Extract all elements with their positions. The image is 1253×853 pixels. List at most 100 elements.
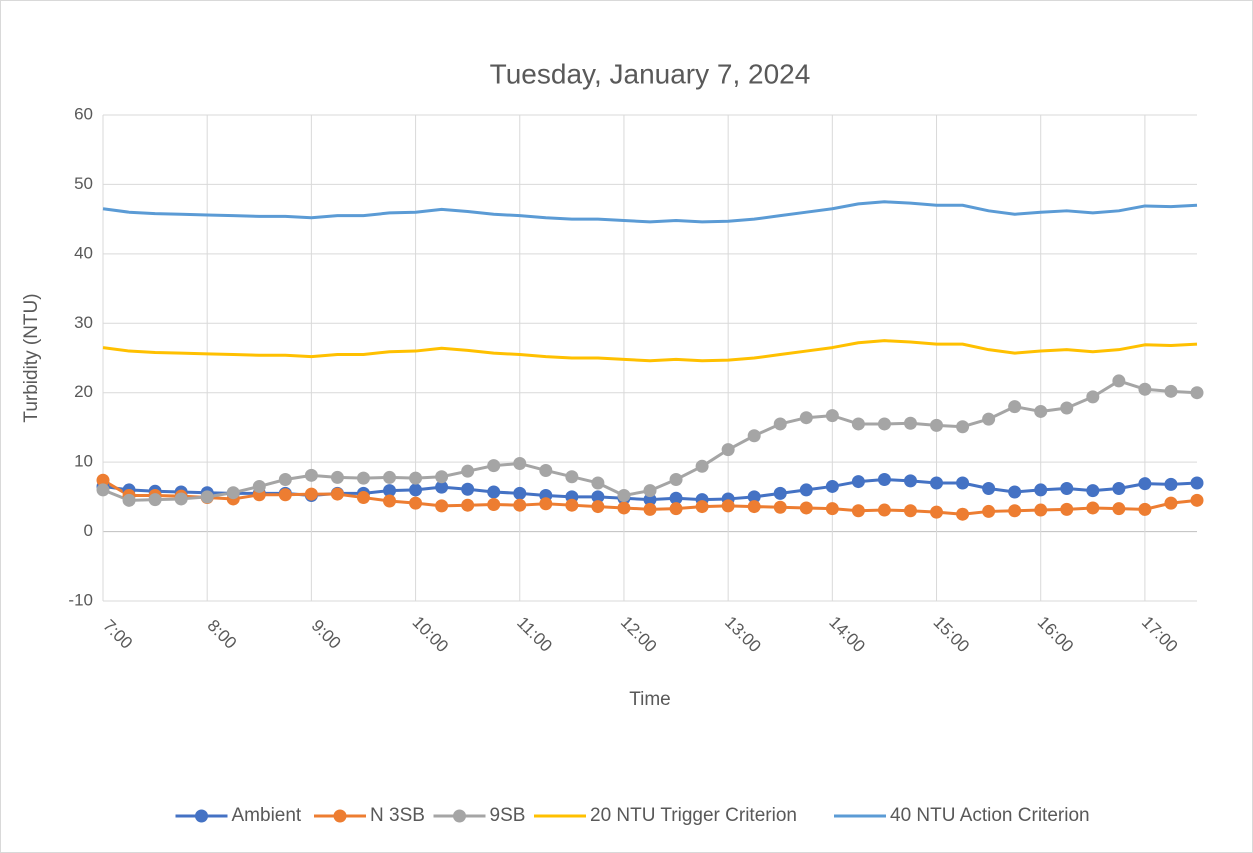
y-tick-label: 50: [74, 174, 93, 193]
data-point: [982, 482, 996, 496]
data-point: [356, 471, 370, 485]
data-point: [539, 497, 553, 511]
legend-label: Ambient: [232, 805, 302, 826]
data-point: [1034, 404, 1048, 418]
data-point: [1112, 502, 1126, 516]
data-point: [825, 479, 839, 493]
legend-marker: [195, 809, 208, 823]
y-tick-label: -10: [68, 590, 93, 609]
data-point: [1060, 401, 1074, 415]
data-point: [513, 486, 527, 500]
data-point: [487, 459, 501, 473]
data-point: [773, 486, 787, 500]
data-point: [851, 504, 865, 518]
data-point: [383, 470, 397, 484]
data-point: [643, 484, 657, 498]
data-point: [695, 459, 709, 473]
data-point: [956, 476, 970, 490]
data-point: [695, 500, 709, 514]
data-point: [825, 502, 839, 516]
series-line: [102, 200, 1198, 224]
data-point: [747, 429, 761, 443]
data-point: [956, 420, 970, 434]
data-point: [1138, 502, 1152, 516]
data-point: [1164, 477, 1178, 491]
data-point: [1190, 386, 1204, 400]
data-point: [747, 500, 761, 514]
data-point: [1138, 477, 1152, 491]
data-point: [304, 487, 318, 501]
data-point: [226, 486, 240, 500]
legend-label: 40 NTU Action Criterion: [890, 805, 1090, 826]
data-point: [982, 504, 996, 518]
data-point: [669, 473, 683, 486]
data-point: [461, 464, 475, 478]
data-point: [903, 416, 917, 430]
data-point: [799, 411, 813, 425]
data-point: [799, 483, 813, 497]
x-axis-label: Time: [629, 689, 671, 710]
data-point: [825, 409, 839, 423]
data-point: [409, 483, 423, 497]
data-point: [383, 484, 397, 498]
data-point: [435, 499, 449, 513]
legend-marker: [333, 809, 347, 823]
data-point: [409, 496, 423, 510]
legend-label: N 3SB: [370, 805, 425, 826]
data-point: [877, 417, 891, 431]
chart-title: Tuesday, January 7, 2024: [490, 58, 811, 89]
data-point: [1034, 503, 1048, 517]
data-point: [903, 504, 917, 518]
data-point: [773, 500, 787, 514]
data-point: [96, 483, 110, 497]
data-point: [487, 497, 501, 511]
data-point: [877, 473, 891, 486]
y-tick-label: 20: [74, 382, 93, 401]
data-point: [1060, 482, 1074, 496]
data-point: [877, 503, 891, 517]
data-point: [1086, 501, 1100, 515]
y-tick-label: 10: [74, 452, 93, 471]
data-point: [643, 493, 657, 507]
series-line: [102, 339, 1198, 363]
data-point: [851, 417, 865, 431]
data-point: [721, 443, 735, 457]
data-point: [487, 485, 501, 499]
data-point: [799, 501, 813, 515]
data-point: [565, 470, 579, 484]
data-point: [1164, 496, 1178, 510]
data-point: [1008, 485, 1022, 499]
data-point: [1112, 374, 1126, 388]
data-point: [956, 507, 970, 521]
data-point: [1034, 483, 1048, 497]
data-point: [356, 491, 370, 505]
data-point: [565, 498, 579, 512]
legend-marker: [453, 809, 466, 823]
data-point: [330, 470, 344, 484]
data-point: [617, 488, 631, 502]
data-point: [330, 487, 344, 501]
data-point: [930, 505, 944, 519]
data-point: [1008, 400, 1022, 414]
data-point: [1164, 384, 1178, 398]
data-point: [1112, 482, 1126, 496]
data-point: [643, 502, 657, 516]
y-tick-label: 60: [74, 104, 93, 123]
data-point: [851, 475, 865, 489]
data-point: [278, 473, 292, 486]
data-point: [539, 463, 553, 477]
data-point: [1190, 476, 1204, 490]
data-point: [1086, 484, 1100, 498]
data-point: [174, 492, 188, 506]
data-point: [409, 471, 423, 485]
data-point: [747, 490, 761, 504]
data-point: [591, 476, 605, 490]
legend-label: 9SB: [490, 805, 526, 826]
data-point: [513, 457, 527, 471]
data-point: [721, 499, 735, 513]
data-point: [278, 488, 292, 502]
data-point: [435, 470, 449, 484]
data-point: [982, 412, 996, 426]
data-point: [669, 491, 683, 505]
